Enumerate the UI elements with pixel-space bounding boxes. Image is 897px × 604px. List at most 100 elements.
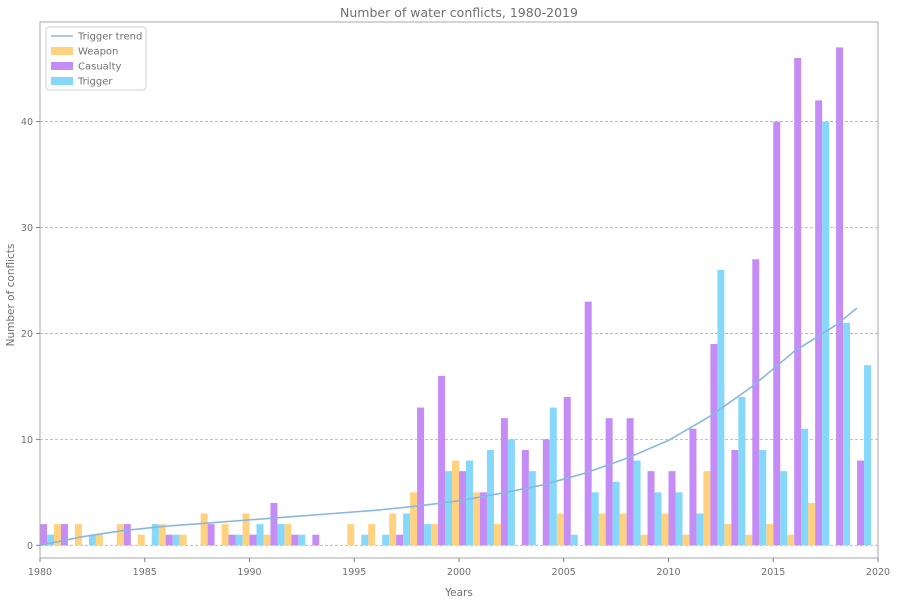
x-tick-label-2005: 2005 bbox=[552, 567, 576, 578]
bars bbox=[40, 47, 872, 546]
bar-weapon-1997 bbox=[389, 513, 397, 546]
x-tick-label-1980: 1980 bbox=[28, 567, 52, 578]
bar-casualty-2013 bbox=[731, 449, 739, 546]
bar-trigger-1997 bbox=[403, 513, 411, 546]
y-tick-label-30: 30 bbox=[21, 223, 33, 234]
bar-trigger-2017 bbox=[822, 121, 830, 546]
bar-casualty-2007 bbox=[605, 418, 613, 546]
bar-weapon-2000 bbox=[452, 460, 459, 546]
bar-weapon-1991 bbox=[263, 534, 271, 546]
bar-weapon-2010 bbox=[661, 513, 669, 546]
bar-weapon-2014 bbox=[745, 534, 753, 546]
bar-trigger-1990 bbox=[256, 524, 264, 546]
trigger-trend-line bbox=[39, 307, 858, 547]
bar-casualty-1986 bbox=[165, 534, 173, 546]
bar-trigger-2006 bbox=[591, 492, 599, 546]
x-tick-label-1985: 1985 bbox=[133, 567, 157, 578]
bar-casualty-2014 bbox=[752, 259, 760, 546]
bar-trigger-1985 bbox=[151, 524, 159, 546]
bar-weapon-2008 bbox=[619, 513, 627, 546]
bar-trigger-2010 bbox=[675, 492, 683, 546]
bar-casualty-1980 bbox=[40, 524, 47, 546]
bar-casualty-1991 bbox=[270, 502, 278, 546]
bar-weapon-1996 bbox=[368, 524, 376, 546]
bar-trigger-2008 bbox=[633, 460, 641, 546]
bar-weapon-2015 bbox=[766, 524, 774, 546]
bar-casualty-1998 bbox=[417, 407, 425, 546]
bar-trigger-1982 bbox=[88, 534, 96, 546]
bar-trigger-1995 bbox=[361, 534, 369, 546]
bar-casualty-1989 bbox=[228, 534, 236, 546]
bar-weapon-2016 bbox=[787, 534, 795, 546]
bar-weapon-2013 bbox=[724, 524, 732, 546]
bar-casualty-2008 bbox=[626, 418, 634, 546]
bar-weapon-1981 bbox=[53, 524, 61, 546]
legend-swatch-trigger bbox=[51, 77, 73, 85]
bar-casualty-1993 bbox=[312, 534, 320, 546]
bar-weapon-1983 bbox=[95, 534, 103, 546]
x-tick-label-2020: 2020 bbox=[866, 567, 890, 578]
y-tick-label-20: 20 bbox=[21, 329, 33, 340]
bar-weapon-2001 bbox=[472, 492, 480, 546]
legend-swatch-weapon bbox=[51, 47, 73, 55]
bar-weapon-1995 bbox=[347, 524, 355, 546]
trend-line-group bbox=[39, 307, 858, 547]
chart-title: Number of water conflicts, 1980-2019 bbox=[340, 5, 578, 20]
bar-trigger-2009 bbox=[654, 492, 662, 546]
bar-casualty-1988 bbox=[207, 524, 215, 546]
bar-weapon-1989 bbox=[221, 524, 229, 546]
bar-trigger-2014 bbox=[759, 449, 767, 546]
bar-weapon-1987 bbox=[179, 534, 187, 546]
bar-trigger-1989 bbox=[235, 534, 243, 546]
bar-trigger-2016 bbox=[801, 428, 809, 546]
bar-casualty-2009 bbox=[647, 471, 655, 546]
x-tick-label-2000: 2000 bbox=[447, 567, 471, 578]
bar-trigger-2001 bbox=[486, 449, 494, 546]
bar-weapon-1990 bbox=[242, 513, 250, 546]
bar-weapon-1984 bbox=[116, 524, 124, 546]
bar-weapon-1985 bbox=[137, 534, 145, 546]
bar-weapon-1992 bbox=[284, 524, 292, 546]
bar-trigger-2005 bbox=[570, 534, 578, 546]
legend: Trigger trend Weapon Casualty Trigger bbox=[45, 26, 147, 91]
x-tick-label-1990: 1990 bbox=[237, 567, 261, 578]
bar-trigger-1999 bbox=[445, 471, 453, 546]
bar-trigger-2018 bbox=[843, 322, 851, 546]
legend-box bbox=[45, 26, 147, 91]
bar-trigger-2004 bbox=[549, 407, 557, 546]
bar-trigger-1980 bbox=[46, 534, 54, 546]
bar-weapon-2009 bbox=[640, 534, 648, 546]
bar-casualty-2019 bbox=[857, 460, 865, 546]
bar-casualty-2005 bbox=[563, 396, 571, 546]
bar-trigger-1996 bbox=[382, 534, 390, 546]
bar-trigger-2015 bbox=[780, 471, 788, 546]
bar-casualty-2011 bbox=[689, 428, 697, 546]
x-axis-label: Years bbox=[444, 587, 473, 599]
y-axis-label: Number of conflicts bbox=[5, 244, 17, 347]
x-tick-label-1995: 1995 bbox=[342, 567, 366, 578]
legend-label-weapon: Weapon bbox=[78, 47, 118, 58]
legend-label-casualty: Casualty bbox=[78, 62, 121, 73]
bar-trigger-1986 bbox=[172, 534, 180, 546]
bar-weapon-2017 bbox=[808, 502, 816, 546]
axis-ticks: 1980 1985 1990 1995 2000 2005 2010 2015 2020 0 10 2… bbox=[21, 117, 890, 578]
bar-trigger-2000 bbox=[465, 460, 473, 546]
bar-casualty-2002 bbox=[500, 418, 508, 546]
bar-casualty-2015 bbox=[773, 121, 781, 546]
y-tick-label-0: 0 bbox=[27, 541, 33, 552]
bar-trigger-2012 bbox=[717, 269, 725, 546]
bar-casualty-1984 bbox=[123, 524, 131, 546]
bar-weapon-2007 bbox=[598, 513, 606, 546]
bar-casualty-2001 bbox=[479, 492, 487, 546]
bar-trigger-2007 bbox=[612, 481, 620, 546]
bar-trigger-1992 bbox=[298, 534, 306, 546]
bar-trigger-2019 bbox=[864, 365, 872, 546]
bar-casualty-2006 bbox=[584, 301, 592, 546]
bar-weapon-2005 bbox=[556, 513, 564, 546]
legend-label-trigger-trend: Trigger trend bbox=[77, 32, 142, 43]
bar-weapon-1982 bbox=[74, 524, 82, 546]
bar-casualty-1990 bbox=[249, 534, 257, 546]
bar-trigger-1991 bbox=[277, 524, 285, 546]
